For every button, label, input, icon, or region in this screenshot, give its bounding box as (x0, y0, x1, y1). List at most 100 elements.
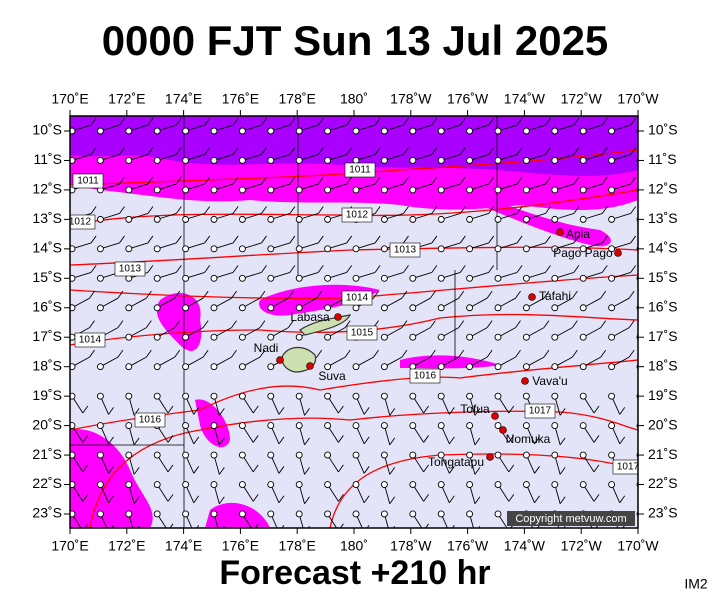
barb-flag (119, 147, 125, 155)
barb-flag (259, 349, 266, 358)
barb-flag (252, 435, 259, 443)
station (238, 510, 246, 518)
barb-flag (232, 117, 239, 126)
barb-flag (508, 435, 515, 443)
barb-flag (403, 147, 409, 155)
barb-flag (119, 206, 125, 214)
barb-flag (516, 147, 523, 155)
station (125, 451, 133, 459)
station (380, 157, 388, 164)
barb-flag (261, 117, 267, 126)
station (238, 274, 246, 282)
station (380, 422, 388, 430)
lon-label: 174˚E (165, 91, 202, 107)
barb-flag (344, 320, 351, 328)
station (437, 481, 445, 488)
station (153, 127, 161, 135)
lat-label: 20˚S (32, 416, 62, 432)
barb-flag (204, 147, 211, 155)
station (153, 274, 161, 282)
station (352, 157, 360, 164)
lon-label: 170˚E (51, 538, 88, 554)
station (608, 363, 616, 371)
place-dot (528, 293, 536, 301)
station (238, 245, 246, 253)
barb-flag (451, 524, 455, 528)
barb-flag (573, 235, 580, 244)
station (608, 127, 616, 135)
station (125, 392, 133, 400)
place-dot (306, 362, 314, 370)
lat-label: 19˚S (32, 387, 62, 403)
station (182, 245, 190, 253)
lat-label: 17˚S (32, 328, 62, 344)
place-label: Vava'u (532, 374, 567, 388)
barb-flag (429, 349, 436, 358)
barb-flag (261, 206, 267, 214)
station (522, 215, 530, 223)
station (409, 127, 417, 135)
barb-flag (401, 320, 408, 328)
station (409, 392, 417, 400)
barb-flag (82, 405, 89, 414)
lon-label: 174˚W (504, 91, 546, 107)
station (579, 481, 587, 488)
barb-flag (261, 235, 267, 244)
station (494, 215, 502, 223)
barb-flag (429, 290, 436, 299)
barb-flag (423, 435, 429, 443)
lat-label: 19˚S (648, 387, 678, 403)
isobar-label-box (70, 214, 96, 230)
place-label: Tongatapu (428, 455, 484, 469)
station (608, 333, 616, 341)
barb-flag (147, 265, 154, 273)
barb-flag (90, 235, 97, 244)
station (437, 186, 445, 194)
barb-flag (474, 496, 481, 505)
barb-flag (289, 206, 296, 214)
barb-flag (374, 235, 381, 244)
station (153, 510, 161, 518)
wind-barbs (70, 117, 638, 528)
barb-flag (147, 206, 154, 214)
station (267, 392, 275, 400)
barb-flag (516, 206, 523, 214)
barb-flag (363, 407, 370, 415)
station (380, 245, 388, 253)
barb-flag (363, 466, 370, 474)
station (182, 127, 190, 135)
station (579, 215, 587, 223)
barb-flag (363, 495, 370, 504)
barb-flag (232, 265, 239, 273)
station (608, 245, 616, 253)
barb-flag (119, 235, 125, 244)
barb-flag (175, 206, 182, 214)
station (182, 215, 190, 223)
station (70, 451, 76, 459)
station (96, 451, 104, 459)
station (437, 304, 445, 312)
station (295, 304, 303, 312)
barb-flag (571, 320, 578, 328)
barb-flag (431, 235, 438, 244)
barb-flag (373, 290, 379, 299)
barb-flag (261, 265, 267, 273)
place-dot (334, 313, 342, 321)
barb-flag (474, 408, 481, 416)
station (267, 304, 275, 312)
map-area: Apia Pago Pago Tafahi Labasa Nadi Suva Vava'u T… (70, 116, 638, 528)
station (267, 422, 275, 430)
isobar-label-box (389, 242, 421, 258)
station (153, 186, 161, 194)
barb-flag (232, 147, 239, 155)
barb-flag (486, 320, 493, 328)
station (551, 274, 559, 282)
station (182, 451, 190, 459)
barb-flag (175, 235, 182, 244)
barb-flag (119, 117, 125, 126)
place-dot (486, 453, 494, 461)
barb-flag (389, 467, 396, 475)
station (494, 157, 502, 164)
station (295, 127, 303, 135)
barb-flag (543, 290, 550, 299)
